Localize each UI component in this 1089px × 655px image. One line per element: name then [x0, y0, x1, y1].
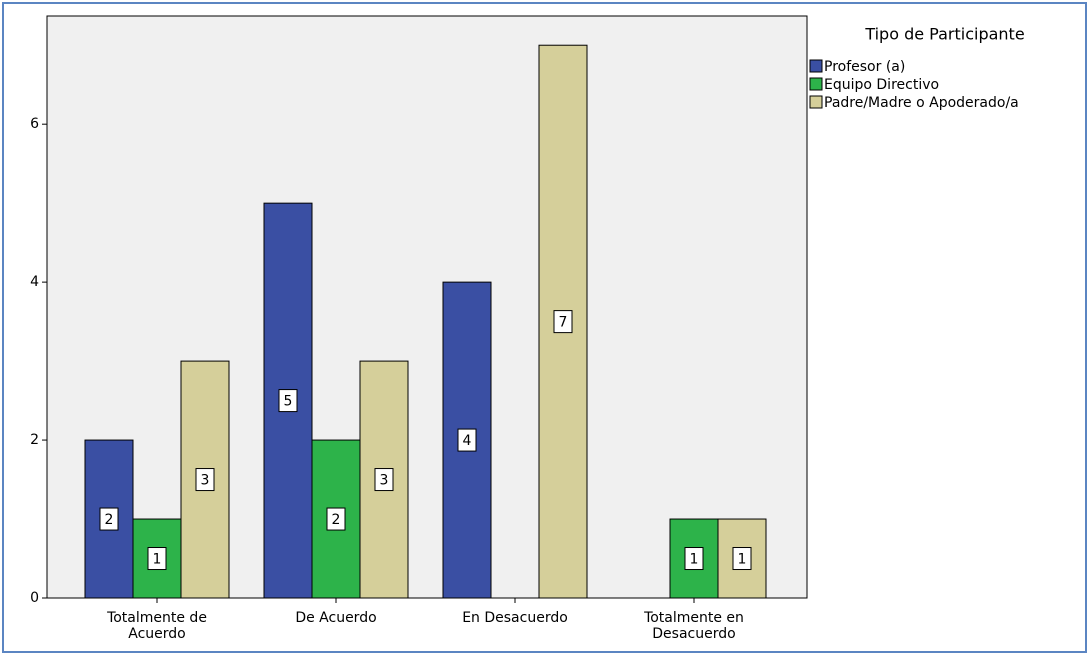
legend-label: Equipo Directivo — [824, 77, 939, 93]
plot-area — [46, 15, 808, 599]
value-label: 5 — [284, 394, 293, 410]
legend-swatch — [809, 77, 823, 91]
value-label-box — [732, 547, 752, 571]
x-tick-label: De Acuerdo — [295, 610, 377, 626]
value-label-box — [374, 468, 394, 492]
value-label: 4 — [463, 433, 472, 449]
value-label: 2 — [105, 512, 114, 528]
legend-swatch — [809, 95, 823, 109]
value-label-box — [147, 547, 167, 571]
value-label: 3 — [380, 473, 389, 489]
value-label-box — [99, 507, 119, 531]
x-tick-label: Totalmente en Desacuerdo — [644, 610, 744, 642]
value-label: 1 — [738, 552, 747, 568]
legend-label: Profesor (a) — [824, 59, 905, 75]
value-label-box — [195, 468, 215, 492]
value-label-box — [684, 547, 704, 571]
value-label: 1 — [153, 552, 162, 568]
legend-label: Padre/Madre o Apoderado/a — [824, 95, 1019, 111]
x-tick-label: Totalmente de Acuerdo — [107, 610, 207, 642]
value-label-box — [326, 507, 346, 531]
y-tick-label: 0 — [30, 590, 39, 606]
value-label-box — [278, 389, 298, 413]
value-label: 7 — [559, 315, 568, 331]
value-label-box — [553, 310, 573, 334]
y-tick-label: 2 — [30, 432, 39, 448]
legend-swatch — [809, 59, 823, 73]
value-label-box — [457, 428, 477, 452]
y-tick-label: 4 — [30, 274, 39, 290]
value-label: 2 — [332, 512, 341, 528]
value-label: 1 — [690, 552, 699, 568]
legend-title: Tipo de Participante — [864, 25, 1024, 44]
y-tick-label: 6 — [30, 116, 39, 132]
x-tick-label: En Desacuerdo — [462, 610, 568, 626]
value-label: 3 — [201, 473, 210, 489]
